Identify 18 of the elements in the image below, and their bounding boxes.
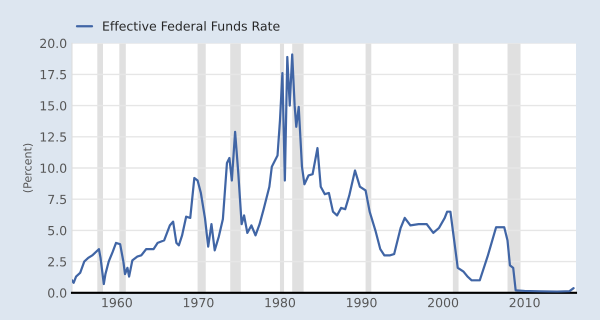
y-tick-label: 12.5 [40, 132, 66, 142]
y-tick-label: 15.0 [40, 101, 66, 111]
y-axis-title: (Percent) [23, 144, 33, 192]
x-tick-label: 1980 [265, 298, 296, 308]
y-tick-label: 17.5 [40, 70, 66, 80]
x-tick-label: 2010 [510, 298, 540, 308]
x-tick-label: 2000 [428, 298, 458, 308]
y-tick-label: 5.0 [48, 226, 66, 236]
x-tick-label: 1990 [346, 298, 377, 308]
y-tick-label: 7.5 [48, 194, 66, 204]
y-tick-label: 10.0 [40, 163, 66, 173]
line-series [72, 53, 575, 293]
y-tick-label: 0.0 [48, 288, 66, 298]
x-tick-label: 1970 [184, 298, 214, 308]
y-tick-label: 20.0 [40, 38, 66, 48]
x-tick-label: 1960 [102, 298, 132, 308]
y-tick-label: 2.5 [48, 257, 66, 267]
legend-label: Effective Federal Funds Rate [103, 21, 280, 31]
